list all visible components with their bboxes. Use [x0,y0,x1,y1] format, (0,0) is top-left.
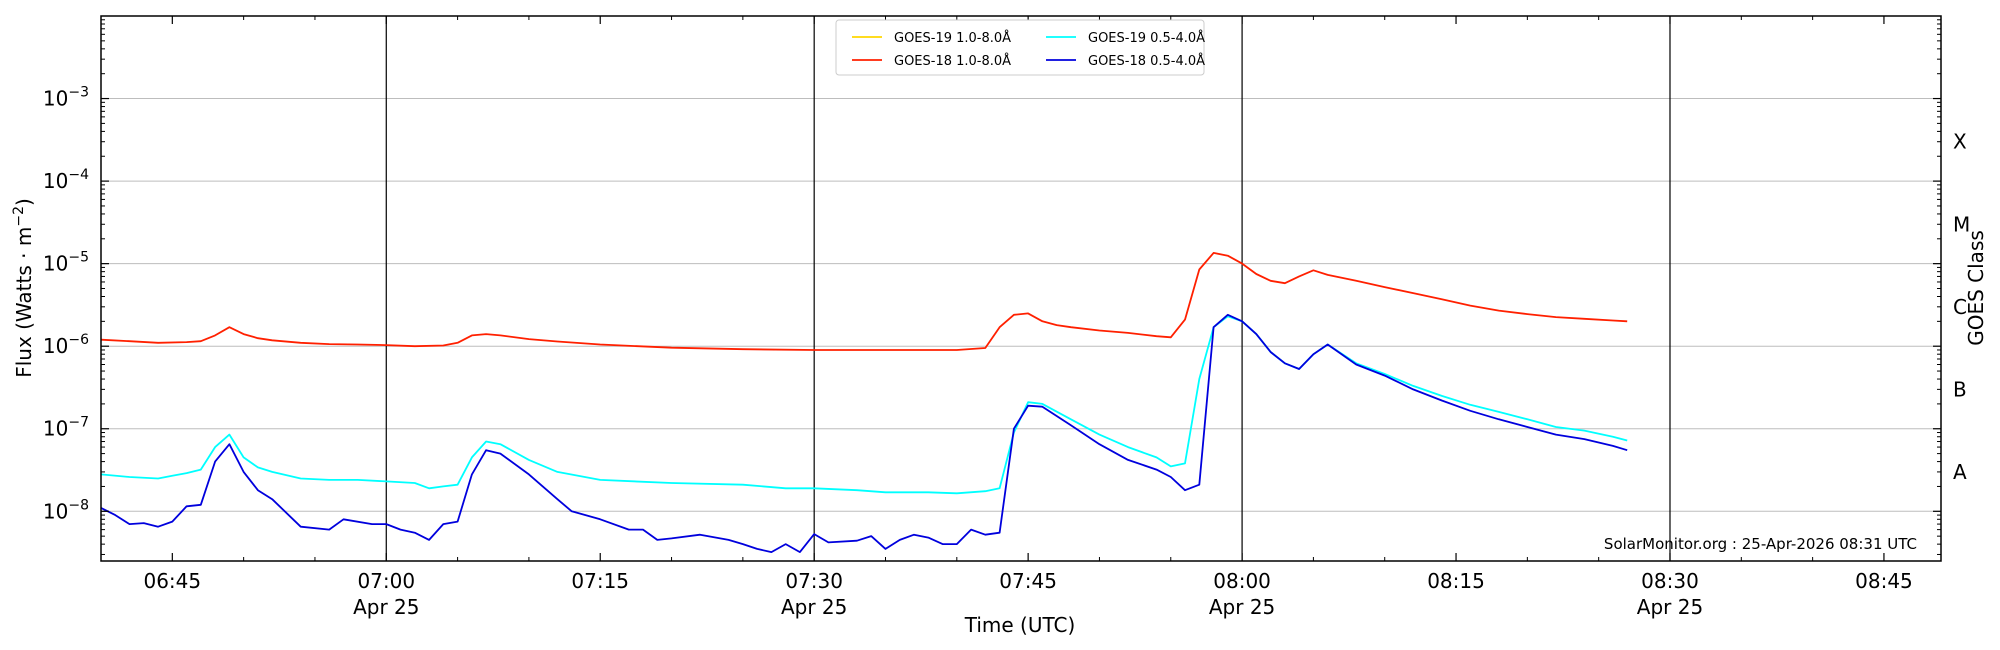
y-tick-labels: 10−810−710−610−510−410−3 [43,85,89,524]
x-tick-label: 08:30 [1641,569,1699,593]
x-tick-date-label: Apr 25 [1209,595,1275,619]
y-tick-exponent: −4 [68,167,89,183]
vertical-day-lines [385,16,1671,561]
legend-label: GOES-19 1.0-8.0Å [894,30,1011,46]
y-tick-label: 10−8 [43,497,89,523]
x-tick-label: 08:45 [1855,569,1913,593]
x-tick-date-label: Apr 25 [1637,595,1703,619]
y-tick-exponent: −7 [68,415,89,431]
watermark: SolarMonitor.org : 25-Apr-2026 08:31 UTC [1604,535,1917,553]
x-tick-label: 07:30 [785,569,843,593]
y-tick-exponent: −5 [68,250,89,266]
x-tick-label: 07:15 [571,569,629,593]
goes-class-label-m: M [1953,212,1970,236]
tick-layer [100,16,1941,561]
x-tick-date-label: Apr 25 [353,595,419,619]
legend: GOES-19 1.0-8.0Å GOES-19 0.5-4.0Å GOES-18 … [835,19,1205,76]
y-tick-label: 10−7 [43,415,89,441]
series-layer [100,251,1628,553]
goes-class-labels: A B C M X [1953,130,1970,484]
legend-label: GOES-19 0.5-4.0Å [1088,30,1205,46]
y-tick-base: 10 [43,334,68,358]
legend-items: GOES-19 1.0-8.0Å GOES-19 0.5-4.0Å GOES-18 … [852,30,1205,69]
series-line-0 [100,251,1628,351]
y-axis-title-close: ) [12,198,36,206]
y-tick-base: 10 [43,169,68,193]
goes-class-label-x: X [1953,130,1967,154]
series-line-2 [100,313,1628,553]
legend-label: GOES-18 0.5-4.0Å [1088,53,1205,69]
y-tick-exponent: −3 [68,85,89,101]
y-tick-base: 10 [43,499,68,523]
y-tick-exponent: −6 [68,332,89,348]
y-tick-label: 10−6 [43,332,89,358]
goes-class-label-c: C [1953,295,1967,319]
y-tick-label: 10−3 [43,85,89,111]
y-axis-title-main: Flux (Watts · m [12,227,36,378]
x-tick-date-label: Apr 25 [781,595,847,619]
x-tick-label: 08:00 [1213,569,1271,593]
y-tick-base: 10 [43,417,68,441]
x-axis-title: Time (UTC) [964,613,1076,637]
right-axis-title: GOES Class [1964,230,1988,346]
y-tick-base: 10 [43,252,68,276]
y-axis-title: Flux (Watts · m−2) [11,198,36,378]
x-tick-label: 07:45 [999,569,1057,593]
goes-class-label-a: A [1953,460,1967,484]
legend-label: GOES-18 1.0-8.0Å [894,53,1011,69]
x-tick-label: 07:00 [357,569,415,593]
y-tick-label: 10−5 [43,250,89,276]
x-tick-label: 08:15 [1427,569,1485,593]
x-tick-label: 06:45 [143,569,201,593]
y-tick-label: 10−4 [43,167,89,193]
goes-class-label-b: B [1953,377,1967,401]
y-axis-title-exponent: −2 [11,206,27,227]
legend-box [835,19,1205,76]
y-tick-exponent: −8 [68,497,89,513]
y-tick-base: 10 [43,87,68,111]
